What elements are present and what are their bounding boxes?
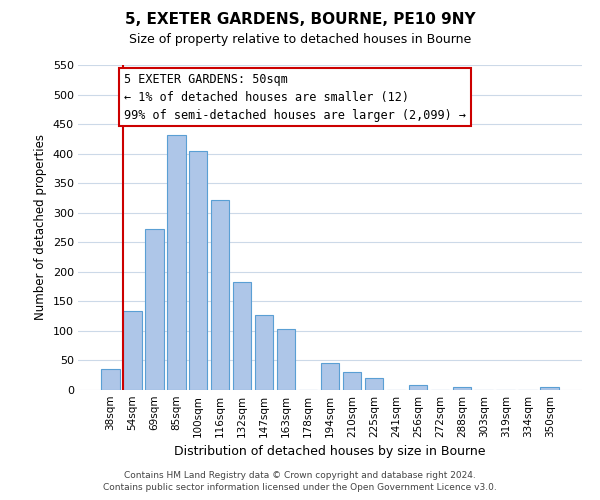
Text: 5 EXETER GARDENS: 50sqm
← 1% of detached houses are smaller (12)
99% of semi-det: 5 EXETER GARDENS: 50sqm ← 1% of detached…: [124, 72, 466, 122]
X-axis label: Distribution of detached houses by size in Bourne: Distribution of detached houses by size …: [174, 446, 486, 458]
Text: Contains public sector information licensed under the Open Government Licence v3: Contains public sector information licen…: [103, 484, 497, 492]
Bar: [320, 363, 340, 390]
Text: Size of property relative to detached houses in Bourne: Size of property relative to detached ho…: [129, 32, 471, 46]
Bar: [452, 387, 471, 390]
Bar: [541, 387, 559, 390]
Bar: [365, 378, 383, 390]
Text: Contains HM Land Registry data © Crown copyright and database right 2024.: Contains HM Land Registry data © Crown c…: [124, 471, 476, 480]
Bar: [123, 312, 142, 390]
Text: 5, EXETER GARDENS, BOURNE, PE10 9NY: 5, EXETER GARDENS, BOURNE, PE10 9NY: [125, 12, 475, 28]
Bar: [409, 386, 427, 390]
Bar: [277, 329, 295, 390]
Bar: [167, 134, 185, 390]
Bar: [233, 282, 251, 390]
Bar: [255, 315, 274, 390]
Bar: [145, 230, 164, 390]
Bar: [101, 370, 119, 390]
Bar: [211, 200, 229, 390]
Y-axis label: Number of detached properties: Number of detached properties: [34, 134, 47, 320]
Bar: [343, 372, 361, 390]
Bar: [189, 150, 208, 390]
